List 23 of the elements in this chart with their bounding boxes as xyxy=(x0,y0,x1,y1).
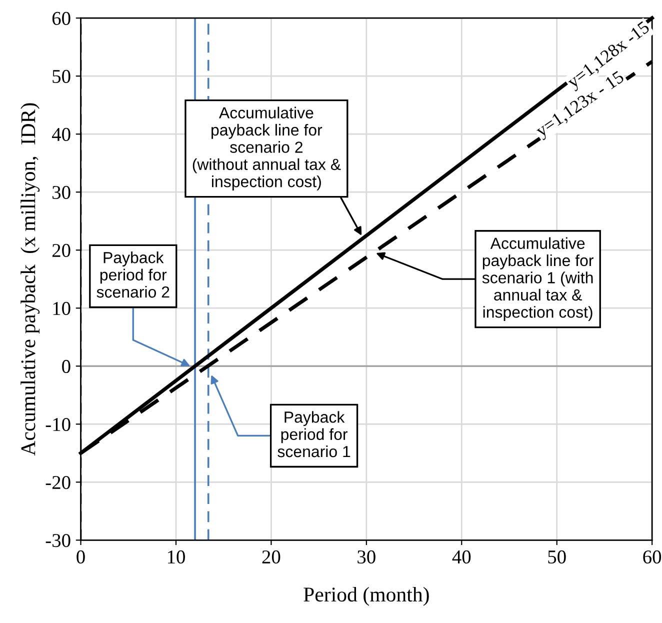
annotation: Payback period for scenario 1 xyxy=(278,411,350,458)
x-tick-label: 40 xyxy=(452,550,471,564)
x-axis-title: Period (month) xyxy=(304,586,429,606)
x-tick-label: 50 xyxy=(548,550,566,564)
x-tick-label: 60 xyxy=(643,550,662,564)
x-tick-label: 30 xyxy=(358,550,376,564)
y-axis-title: Accumulative payback (x milliyon, IDR) xyxy=(20,103,40,456)
y-tick-label: -30 xyxy=(46,534,70,548)
x-tick-label: 20 xyxy=(262,550,280,564)
y-tick-label: 0 xyxy=(62,360,70,374)
y-tick-label: -20 xyxy=(46,476,70,490)
annotation: Accumulative payback line for scenario 2 (without annual tax & inspection cost) xyxy=(192,106,341,190)
y-tick-label: 60 xyxy=(52,12,70,26)
y-tick-label: 20 xyxy=(52,244,70,258)
annotation: Accumulative payback line for scenario 1 (with annual tax & inspection cost) xyxy=(482,237,594,321)
y-tick-label: 30 xyxy=(52,186,70,200)
annotation: Payback period for scenario 2 xyxy=(96,252,170,298)
x-tick-label: 0 xyxy=(76,550,85,564)
y-tick-label: -10 xyxy=(46,418,70,432)
x-tick-label: 10 xyxy=(168,550,185,564)
y-tick-label: 10 xyxy=(53,302,70,316)
y-tick-label: 50 xyxy=(52,70,70,84)
y-tick-label: 40 xyxy=(52,128,70,142)
